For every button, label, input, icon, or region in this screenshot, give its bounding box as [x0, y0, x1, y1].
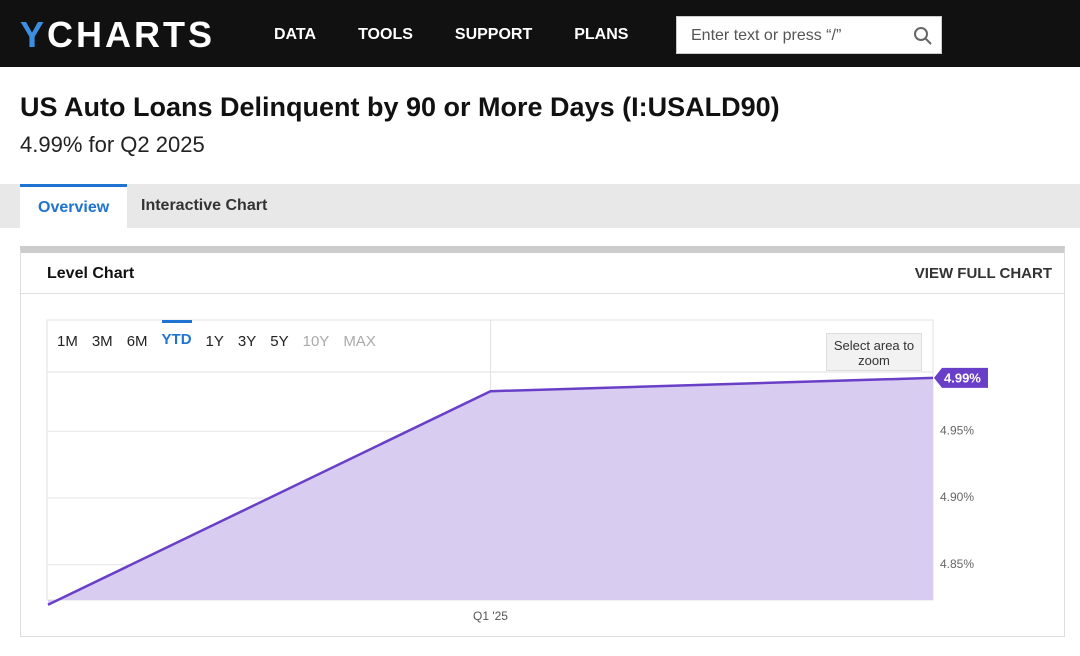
zoom-hint: Select area to zoom [826, 333, 922, 371]
nav-item[interactable]: SUPPORT [454, 26, 533, 43]
range-button[interactable]: 5Y [270, 333, 289, 350]
range-button[interactable]: 3Y [237, 333, 257, 350]
search-box[interactable]: Enter text or press “/” [676, 16, 942, 54]
range-button[interactable]: 1Y [205, 333, 224, 350]
range-button[interactable]: 10Y [302, 333, 330, 350]
range-button[interactable]: 6M [126, 333, 148, 350]
x-tick-label: Q1 '25 [473, 609, 508, 623]
view-full-chart[interactable]: VIEW FULL CHART [914, 265, 1052, 282]
nav-item[interactable]: DATA [274, 26, 317, 43]
page-title: US Auto Loans Delinquent by 90 or More D… [20, 92, 780, 122]
tab-bar: Overview Interactive Chart [0, 184, 1080, 228]
range-button[interactable]: 1M [57, 333, 78, 350]
tab[interactable]: Overview [20, 184, 128, 228]
range-button[interactable]: 3M [91, 333, 113, 350]
search-icon[interactable] [913, 26, 933, 46]
range-button[interactable]: MAX [343, 333, 376, 350]
area [48, 377, 933, 605]
y-tick-label: 4.90% [940, 490, 974, 504]
card [20, 246, 1065, 637]
separator [21, 293, 1064, 294]
nav: DATA TOOLS SUPPORT PLANS [274, 26, 670, 44]
search-placeholder: Enter text or press “/” [691, 27, 842, 44]
range-button[interactable]: YTD [161, 320, 192, 350]
line [47, 376, 934, 606]
logo[interactable]: YCHARTS [20, 14, 216, 55]
nav-item[interactable]: TOOLS [358, 26, 413, 43]
y-tick-label: 4.95% [940, 423, 974, 437]
y-tick-label: 4.85% [940, 557, 974, 571]
range-buttons: 1M 3M 6M YTD 1Y 3Y 5Y 10Y MAX [57, 320, 390, 350]
value-label: 4.99% [944, 370, 981, 385]
nav-item[interactable]: PLANS [574, 26, 629, 43]
page-subtitle: 4.99% for Q2 2025 [20, 132, 205, 157]
value-flag [934, 367, 988, 388]
card-title: Level Chart [47, 265, 135, 282]
tab[interactable]: Interactive Chart [141, 197, 268, 214]
